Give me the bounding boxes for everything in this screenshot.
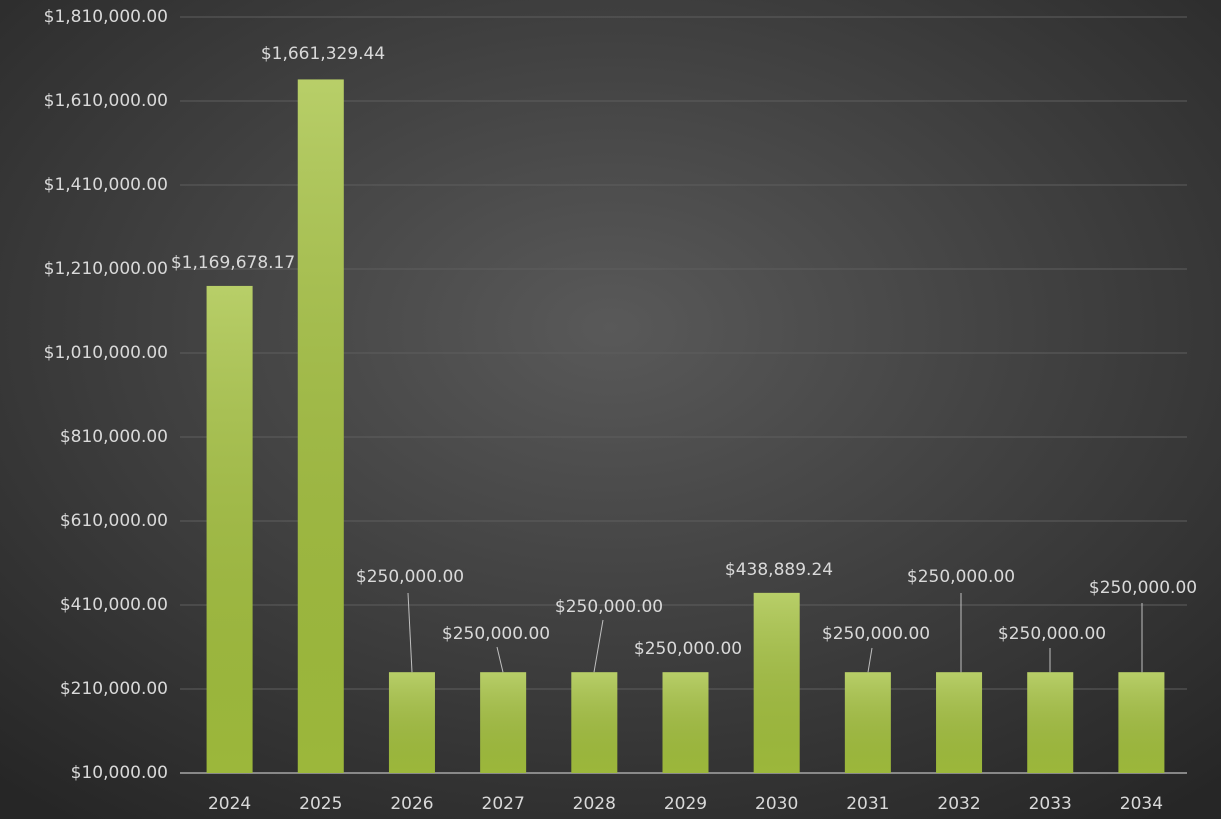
data-label: $250,000.00: [998, 624, 1106, 644]
x-tick-label: 2031: [846, 794, 889, 814]
bar-shade: [206, 285, 253, 773]
bar-shade: [753, 592, 800, 773]
data-label: $250,000.00: [907, 567, 1015, 587]
x-tick-label: 2028: [573, 794, 616, 814]
x-tick-label: 2034: [1120, 794, 1163, 814]
x-tick-label: 2024: [208, 794, 251, 814]
leader-line: [593, 619, 604, 673]
x-tick-label: 2027: [482, 794, 525, 814]
y-tick-label: $1,010,000.00: [44, 343, 168, 363]
bar-shade: [844, 672, 891, 773]
leader-line: [867, 647, 873, 673]
data-label: $250,000.00: [442, 624, 550, 644]
leader-line: [407, 592, 413, 673]
bar-shade: [297, 79, 344, 773]
data-label: $1,661,329.44: [261, 44, 385, 64]
data-label: $250,000.00: [634, 639, 742, 659]
data-label: $1,169,678.17: [171, 253, 295, 273]
bar-shade: [1118, 672, 1165, 773]
leader-line: [496, 646, 504, 673]
bar-shade: [662, 672, 709, 773]
y-tick-label: $10,000.00: [71, 763, 168, 783]
bar-shade: [480, 672, 527, 773]
x-tick-label: 2033: [1029, 794, 1072, 814]
y-tick-label: $1,610,000.00: [44, 91, 168, 111]
bar-shade: [571, 672, 618, 773]
y-tick-label: $1,810,000.00: [44, 7, 168, 27]
data-label: $438,889.24: [725, 560, 833, 580]
x-tick-label: 2026: [390, 794, 433, 814]
bar-shade: [1027, 672, 1074, 773]
x-tick-label: 2029: [664, 794, 707, 814]
y-tick-label: $610,000.00: [60, 511, 168, 531]
x-tick-label: 2025: [299, 794, 342, 814]
y-tick-label: $210,000.00: [60, 679, 168, 699]
bar-shade: [936, 672, 983, 773]
y-tick-label: $410,000.00: [60, 595, 168, 615]
y-tick-label: $810,000.00: [60, 427, 168, 447]
y-tick-label: $1,210,000.00: [44, 259, 168, 279]
data-label: $250,000.00: [356, 567, 464, 587]
x-tick-label: 2030: [755, 794, 798, 814]
x-tick-label: 2032: [937, 794, 980, 814]
bar-shade: [388, 672, 435, 773]
data-label: $250,000.00: [1089, 578, 1197, 598]
y-tick-label: $1,410,000.00: [44, 175, 168, 195]
data-label: $250,000.00: [822, 624, 930, 644]
data-label: $250,000.00: [555, 597, 663, 617]
